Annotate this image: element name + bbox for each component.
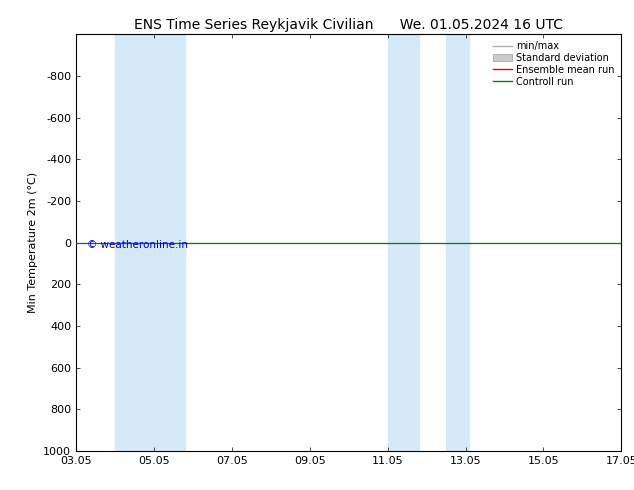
Title: ENS Time Series Reykjavik Civilian      We. 01.05.2024 16 UTC: ENS Time Series Reykjavik Civilian We. 0… [134, 18, 563, 32]
Bar [115, 34, 154, 451]
Legend: min/max, Standard deviation, Ensemble mean run, Controll run: min/max, Standard deviation, Ensemble me… [491, 39, 616, 89]
Bar [446, 34, 469, 451]
Text: © weatheronline.in: © weatheronline.in [87, 241, 188, 250]
Bar [154, 34, 185, 451]
Y-axis label: Min Temperature 2m (°C): Min Temperature 2m (°C) [28, 172, 37, 313]
Bar [387, 34, 419, 451]
